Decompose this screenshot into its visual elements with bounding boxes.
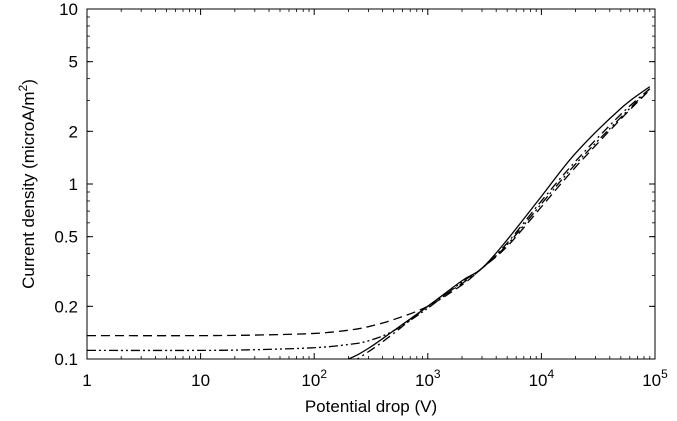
y-tick-label: 10: [59, 0, 78, 19]
y-tick-label: 0.5: [54, 228, 78, 247]
x-tick-label-base: 10: [301, 371, 320, 390]
plot-frame: [86, 8, 656, 360]
y-axis-label-close: ): [19, 79, 38, 85]
x-tick-label: 104: [529, 367, 555, 390]
x-tick-labels: 1 10 102 103 104 105: [82, 367, 668, 390]
y-tick-label: 2: [69, 122, 78, 141]
series-line-dashed: [87, 89, 651, 337]
x-tick-label: 105: [642, 367, 668, 390]
series-line-dashdotdot: [87, 88, 651, 352]
y-tick-labels: 0.1 0.2 0.5 1 2 5 10: [54, 0, 78, 369]
x-axis-label: Potential drop (V): [305, 397, 437, 416]
x-tick-label: 1: [82, 371, 91, 390]
x-tick-label: 103: [415, 367, 441, 390]
y-tick-label: 1: [69, 175, 78, 194]
x-tick-label-exponent: 3: [434, 367, 441, 381]
x-tick-label-exponent: 5: [661, 367, 668, 381]
x-tick-label: 102: [301, 367, 327, 390]
x-tick-label-base: 10: [642, 371, 661, 390]
x-tick-label-exponent: 2: [320, 367, 327, 381]
y-tick-label: 5: [69, 53, 78, 72]
y-axis-label: Current density (microA/m2): [16, 79, 38, 289]
y-tick-label: 0.2: [54, 297, 78, 316]
x-tick-label-exponent: 4: [548, 367, 555, 381]
tick-marks: [86, 8, 656, 360]
y-axis-label-superscript: 2: [16, 84, 30, 91]
x-tick-label-base: 10: [529, 371, 548, 390]
y-axis-label-main: Current density (microA/m: [19, 91, 38, 288]
x-tick-label-base: 10: [415, 371, 434, 390]
x-tick-label: 10: [191, 371, 210, 390]
y-tick-label: 0.1: [54, 350, 78, 369]
series-lines: [87, 86, 651, 359]
